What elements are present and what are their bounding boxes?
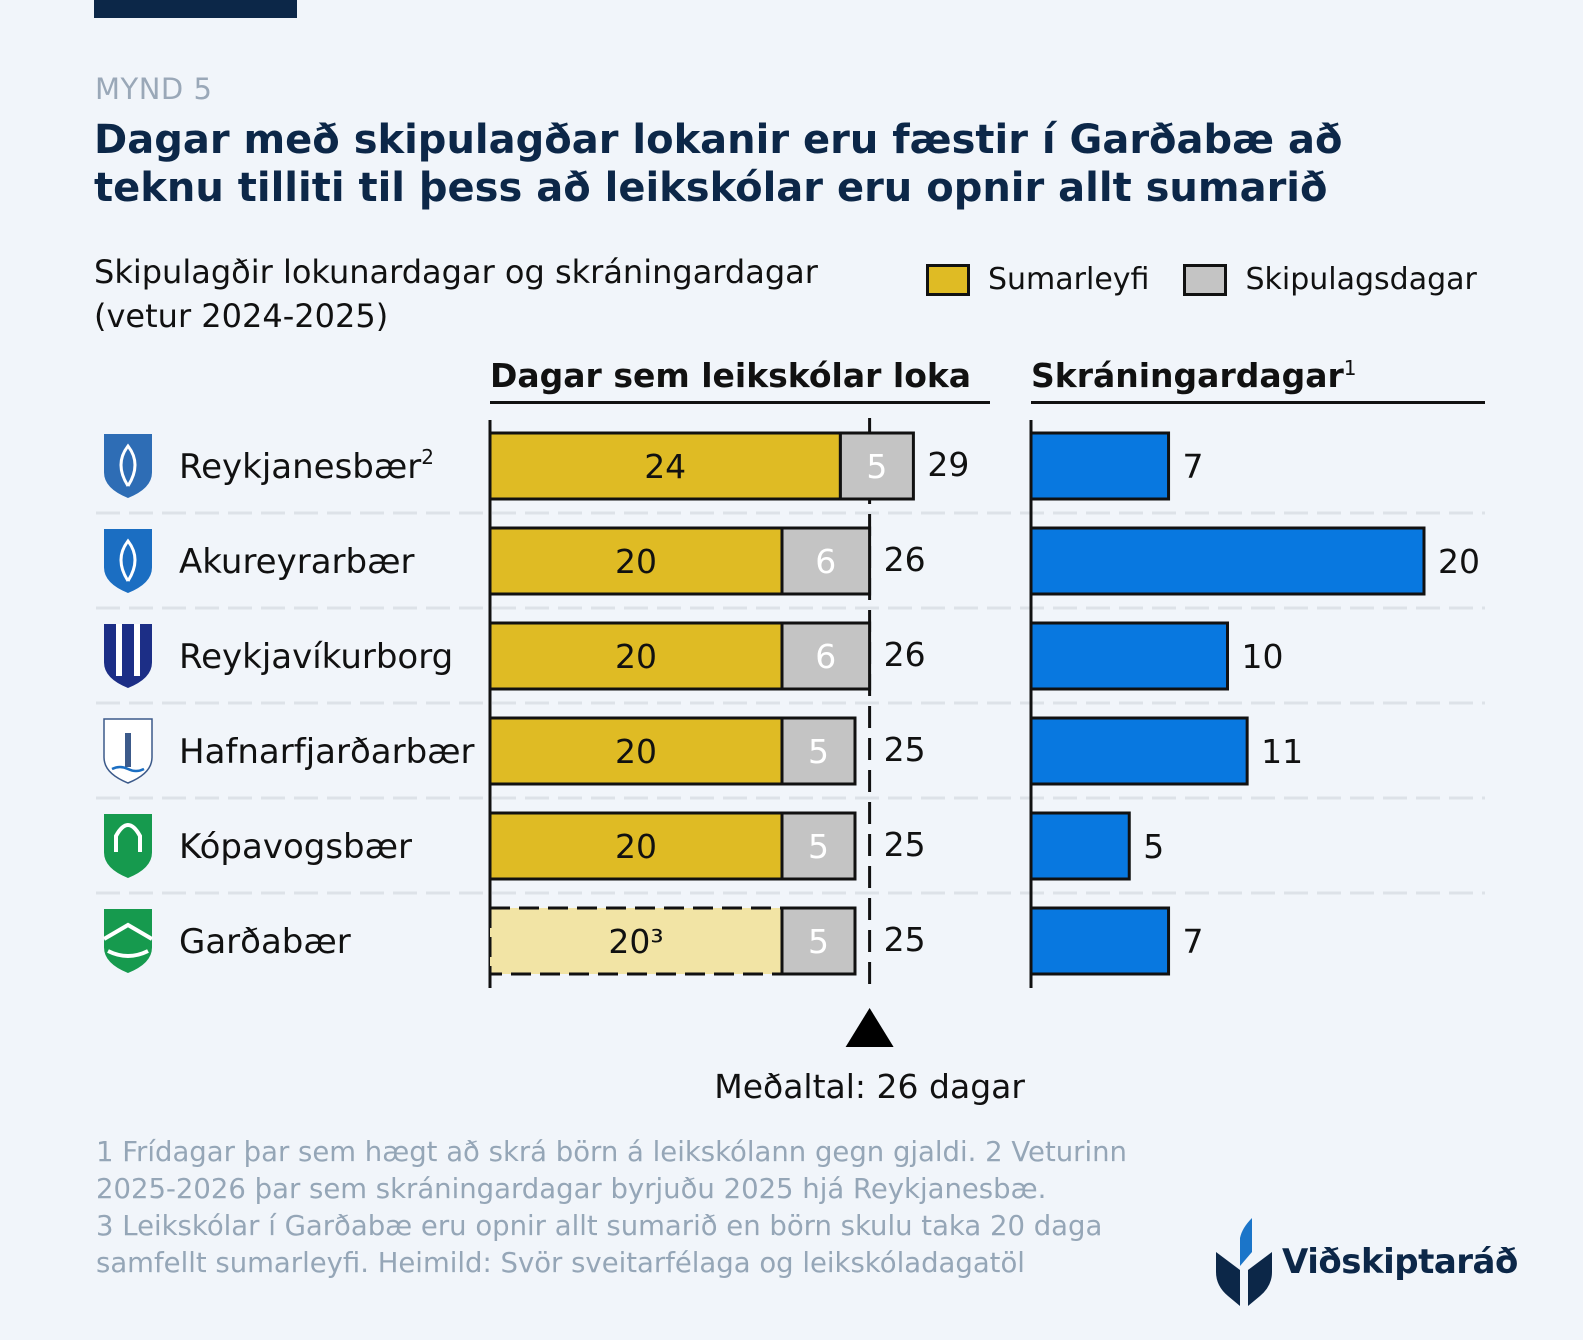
gardabaer-crest-icon	[104, 909, 152, 973]
bar-planning-label: 5	[866, 447, 887, 486]
crest-pillar	[116, 624, 122, 676]
municipality-name: Reykjavíkurborg	[179, 637, 453, 677]
bar-summer-label: 24	[644, 447, 686, 486]
legend-swatch-planning	[1183, 263, 1228, 296]
bar-summer	[488, 906, 784, 976]
left-column-title-text: Dagar sem leikskólar loka	[490, 356, 972, 395]
bar-registration	[1029, 716, 1249, 786]
footnote-line: 2025-2026 þar sem skráningardagar byrjuð…	[96, 1173, 1047, 1205]
bar-summer-label: 20	[615, 637, 657, 676]
bar-registration-label: 10	[1242, 637, 1284, 676]
bar-summer-label: 20	[615, 732, 657, 771]
bar-planning	[780, 526, 872, 596]
left-column-title: Dagar sem leikskólar loka	[490, 356, 990, 404]
bar-planning-label: 5	[808, 827, 829, 866]
legend-swatch-summer	[926, 263, 970, 296]
bar-summer	[488, 431, 842, 501]
bar-registration-label: 11	[1261, 732, 1303, 771]
crest-pillar	[134, 624, 140, 676]
bar-summer	[488, 526, 784, 596]
crest-lighthouse	[125, 733, 131, 767]
kopavogsbaer-crest-icon	[104, 814, 152, 878]
crest-arch	[114, 823, 142, 852]
average-marker-icon	[845, 1008, 894, 1047]
chart-title: Dagar með skipulagðar lokanir eru fæstir…	[94, 117, 1343, 211]
right-column-title: Skráningardagar1	[1031, 356, 1485, 404]
bar-total-label: 26	[884, 540, 926, 579]
bar-registration-label: 7	[1183, 922, 1204, 961]
bar-planning	[838, 431, 915, 501]
legend-label-summer: Sumarleyfi	[988, 262, 1150, 297]
bar-total-label: 26	[884, 635, 926, 674]
footnote-marker: 2	[421, 445, 434, 469]
bar-registration	[1029, 906, 1171, 976]
footnote-line: 1 Frídagar þar sem hægt að skrá börn á l…	[96, 1136, 1127, 1168]
crest-emblem	[119, 443, 137, 487]
legend: Sumarleyfi Skipulagsdagar	[926, 262, 1511, 297]
bar-planning	[780, 716, 857, 786]
bar-summer	[488, 811, 784, 881]
brand-leaf-icon	[1216, 1218, 1272, 1306]
legend-item-summer: Sumarleyfi	[926, 262, 1149, 297]
bar-registration-label: 7	[1183, 447, 1204, 486]
bar-planning-label: 6	[815, 542, 836, 581]
bar-registration-label: 20	[1438, 542, 1480, 581]
bar-total-label: 25	[884, 730, 926, 769]
right-column-title-text: Skráningardagar	[1031, 356, 1344, 395]
right-column-title-sup: 1	[1343, 356, 1357, 380]
crest-water	[111, 765, 145, 773]
bar-planning-label: 5	[808, 732, 829, 771]
subtitle-line-1: Skipulagðir lokunardagar og skráningarda…	[94, 253, 818, 291]
municipality-name: Hafnarfjarðarbær	[179, 732, 475, 772]
bar-planning	[780, 811, 857, 881]
crest-emblem	[119, 538, 137, 582]
bar-planning	[780, 906, 857, 976]
average-label: Meðaltal: 26 dagar	[714, 1067, 1025, 1106]
bar-total-label: 25	[884, 920, 926, 959]
bar-registration	[1029, 431, 1171, 501]
subtitle-line-2: (vetur 2024-2025)	[94, 297, 389, 335]
bar-registration	[1029, 621, 1229, 691]
bar-total-label: 29	[927, 445, 969, 484]
bar-registration	[1029, 526, 1426, 596]
footnote-line: 3 Leikskólar í Garðabæ eru opnir allt su…	[96, 1210, 1103, 1242]
footnote: 1 Frídagar þar sem hægt að skrá börn á l…	[96, 1134, 1176, 1282]
reykjanesbaer-crest-icon	[104, 434, 152, 498]
bar-total-label: 25	[884, 825, 926, 864]
municipality-name: Akureyrarbær	[179, 542, 414, 582]
municipality-name: Kópavogsbær	[179, 827, 412, 867]
municipality-name: Reykjanesbær2	[179, 445, 434, 487]
footnote-line: samfellt sumarleyfi. Heimild: Svör sveit…	[96, 1247, 1025, 1279]
chart-subtitle: Skipulagðir lokunardagar og skráningarda…	[94, 250, 818, 338]
bar-summer-label: 20	[615, 542, 657, 581]
reykjavikurborg-crest-icon	[104, 624, 152, 688]
bar-registration-label: 5	[1143, 827, 1164, 866]
bar-planning	[780, 621, 872, 691]
brand-name: Viðskiptaráð	[1282, 1242, 1518, 1282]
bar-planning-label: 6	[815, 637, 836, 676]
bar-registration	[1029, 811, 1131, 881]
crest-wave	[102, 922, 154, 958]
bar-planning-label: 5	[808, 922, 829, 961]
bar-summer	[488, 716, 784, 786]
legend-item-planning: Skipulagsdagar	[1183, 262, 1477, 297]
figure-label: MYND 5	[95, 72, 213, 106]
bar-summer-label: 20³	[608, 922, 663, 961]
legend-label-planning: Skipulagsdagar	[1245, 262, 1477, 297]
bar-summer-label: 20	[615, 827, 657, 866]
akureyrarbaer-crest-icon	[104, 529, 152, 593]
brand-logo: Viðskiptaráð	[1214, 1216, 1518, 1308]
top-accent-bar	[94, 0, 297, 18]
municipality-name: Garðabær	[179, 922, 351, 962]
